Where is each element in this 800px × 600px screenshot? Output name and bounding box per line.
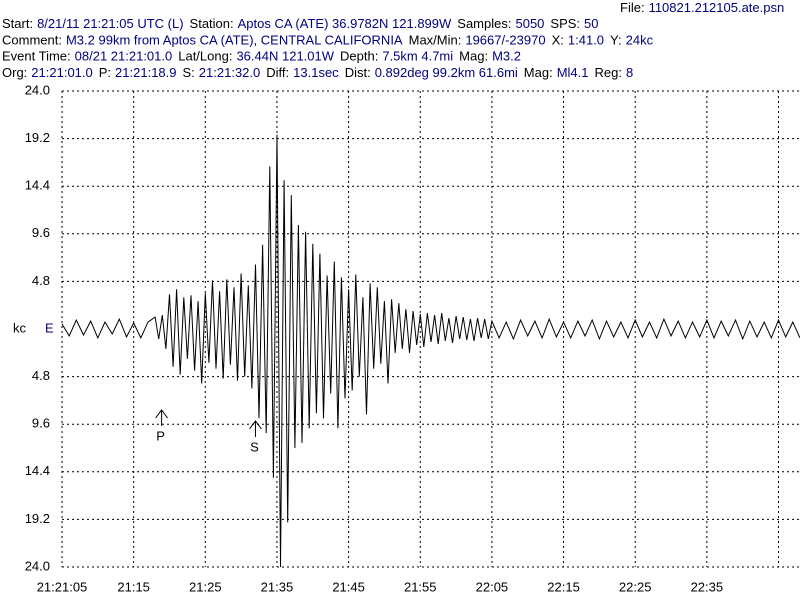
field-value: 8/21/11 21:21:05 UTC (L) bbox=[37, 16, 183, 31]
field-value: 21:21:18.9 bbox=[115, 65, 176, 80]
field-label: Diff: bbox=[266, 65, 289, 80]
field-label: SPS: bbox=[550, 16, 580, 31]
field-label: Comment: bbox=[2, 33, 62, 48]
phase-label: S bbox=[250, 439, 259, 454]
seismic-trace bbox=[61, 134, 800, 568]
field-value: 21:21:32.0 bbox=[199, 65, 260, 80]
y-tick-label: 19.2 bbox=[25, 130, 50, 145]
y-axis-label: kc bbox=[13, 320, 27, 335]
field-value: 8 bbox=[626, 65, 633, 80]
field-value: 21:21:01.0 bbox=[31, 65, 92, 80]
field-value: Aptos CA (ATE) 36.9782N 121.899W bbox=[238, 16, 452, 31]
field-label: Max/Min: bbox=[409, 33, 462, 48]
field-value: 1:41.0 bbox=[568, 33, 604, 48]
header-line: Event Time: 08/21 21:21:01.0 Lat/Long: 36.4… bbox=[2, 49, 521, 64]
field-label: Mag: bbox=[524, 65, 553, 80]
field-label: Reg: bbox=[595, 65, 622, 80]
field-label: S: bbox=[183, 65, 195, 80]
x-tick-label: 22:25 bbox=[619, 579, 652, 594]
field-label: X: bbox=[552, 33, 564, 48]
x-tick-label: 21:21:05 bbox=[37, 579, 88, 594]
file-name: 110821.212105.ate.psn bbox=[649, 0, 785, 15]
y-tick-label: 4.8 bbox=[32, 273, 50, 288]
field-value: 36.44N 121.01W bbox=[236, 49, 334, 64]
phase-arrow bbox=[249, 420, 262, 437]
field-label: Mag: bbox=[459, 49, 488, 64]
field-value: M3.2 99km from Aptos CA (ATE), CENTRAL C… bbox=[66, 33, 403, 48]
field-value: 5050 bbox=[515, 16, 544, 31]
field-label: Samples: bbox=[457, 16, 511, 31]
field-value: 24kc bbox=[626, 33, 654, 48]
y-tick-label: 14.4 bbox=[25, 463, 50, 478]
field-value: 7.5km 4.7mi bbox=[382, 49, 453, 64]
x-tick-label: 21:15 bbox=[117, 579, 150, 594]
y-tick-label: 24.0 bbox=[25, 558, 50, 573]
field-label: Org: bbox=[2, 65, 27, 80]
phase-label: P bbox=[156, 428, 165, 443]
y-tick-label: 19.2 bbox=[25, 511, 50, 526]
field-label: Start: bbox=[2, 16, 33, 31]
field-value: 0.892deg 99.2km 61.6mi bbox=[375, 65, 518, 80]
header-line: Comment: M3.2 99km from Aptos CA (ATE), C… bbox=[2, 33, 654, 48]
x-tick-label: 21:35 bbox=[261, 579, 294, 594]
field-label: Y: bbox=[610, 33, 622, 48]
field-label: Depth: bbox=[340, 49, 378, 64]
field-value: Ml4.1 bbox=[557, 65, 589, 80]
y-tick-label: 9.6 bbox=[32, 225, 50, 240]
x-tick-label: 21:25 bbox=[189, 579, 222, 594]
field-label: Station: bbox=[190, 16, 234, 31]
channel-label: E bbox=[45, 320, 54, 335]
file-label: File: bbox=[620, 0, 645, 15]
header-line: Org: 21:21:01.0 P: 21:21:18.9 S: 21:21:32.0 Di… bbox=[2, 65, 633, 80]
phase-arrow bbox=[155, 409, 168, 426]
field-label: Lat/Long: bbox=[178, 49, 232, 64]
x-tick-label: 21:55 bbox=[404, 579, 437, 594]
x-tick-label: 21:45 bbox=[332, 579, 365, 594]
field-label: Event Time: bbox=[2, 49, 71, 64]
header-line: Start: 8/21/11 21:21:05 UTC (L) Station: Ap… bbox=[2, 16, 599, 31]
field-value: 50 bbox=[584, 16, 598, 31]
y-tick-label: 9.6 bbox=[32, 416, 50, 431]
field-label: P: bbox=[99, 65, 111, 80]
y-tick-label: 24.0 bbox=[25, 82, 50, 97]
x-tick-label: 22:15 bbox=[547, 579, 580, 594]
x-tick-label: 22:05 bbox=[476, 579, 509, 594]
field-value: M3.2 bbox=[492, 49, 521, 64]
file-info: File: 110821.212105.ate.psn bbox=[620, 0, 784, 15]
field-value: 13.1sec bbox=[293, 65, 339, 80]
y-tick-label: 14.4 bbox=[25, 178, 50, 193]
field-value: 08/21 21:21:01.0 bbox=[75, 49, 173, 64]
field-label: Dist: bbox=[345, 65, 371, 80]
y-tick-label: 4.8 bbox=[32, 368, 50, 383]
x-tick-label: 22:35 bbox=[691, 579, 724, 594]
field-value: 19667/-23970 bbox=[465, 33, 545, 48]
